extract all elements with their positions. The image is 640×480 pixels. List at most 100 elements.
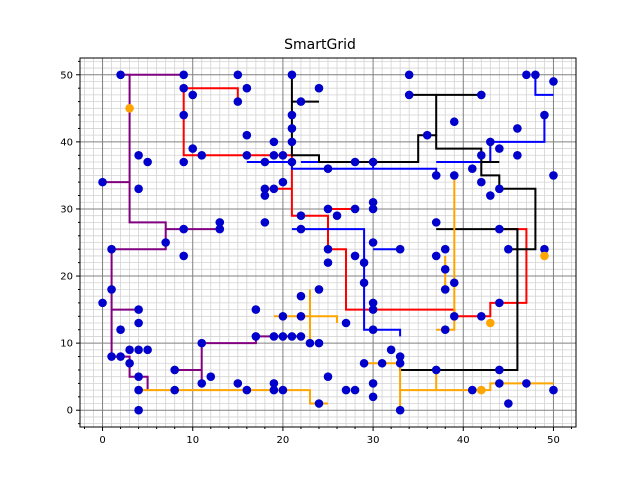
house-marker: [549, 171, 558, 180]
house-marker: [269, 332, 279, 341]
house-marker: [134, 150, 143, 160]
house-marker: [368, 157, 378, 167]
house-marker: [341, 318, 351, 328]
house-marker: [540, 110, 549, 120]
house-marker: [296, 224, 306, 234]
house-marker: [495, 224, 504, 234]
cable-series-4: [290, 93, 438, 163]
house-marker: [395, 405, 405, 415]
cable-series-5: [273, 315, 338, 323]
house-marker: [440, 285, 450, 294]
house-marker: [368, 298, 378, 308]
cable-series-4: [435, 135, 537, 251]
house-marker: [404, 70, 414, 80]
house-marker: [540, 244, 549, 254]
house-marker: [134, 184, 143, 194]
house-marker: [341, 385, 351, 395]
house-marker: [395, 358, 405, 368]
house-marker: [359, 358, 369, 368]
house-marker: [143, 345, 152, 355]
cable-series-3: [291, 228, 402, 337]
house-marker: [350, 204, 360, 214]
y-tick-label: 50: [60, 70, 73, 81]
house-marker: [260, 218, 270, 227]
x-tick-label: 0: [99, 435, 105, 446]
house-marker: [467, 385, 477, 395]
house-marker: [368, 325, 378, 335]
y-tick-label: 40: [60, 137, 73, 148]
house-marker: [170, 385, 179, 395]
house-marker: [98, 177, 107, 187]
house-marker: [486, 137, 495, 147]
house-marker: [170, 365, 179, 375]
house-marker: [242, 150, 252, 160]
battery-marker: [540, 251, 549, 261]
house-marker: [359, 258, 369, 267]
house-marker: [440, 244, 450, 254]
house-marker: [513, 150, 522, 160]
house-marker: [404, 90, 414, 100]
house-marker: [495, 144, 504, 153]
house-marker: [314, 285, 324, 294]
battery-marker: [477, 385, 486, 395]
x-tick-label: 20: [277, 435, 290, 446]
battery-marker: [486, 318, 495, 328]
house-marker: [179, 224, 189, 234]
house-marker: [477, 90, 486, 100]
house-marker: [269, 137, 279, 147]
house-marker: [477, 177, 486, 187]
house-marker: [368, 392, 378, 402]
house-marker: [368, 379, 378, 388]
house-marker: [323, 372, 333, 381]
house-marker: [233, 70, 243, 80]
house-marker: [431, 171, 441, 180]
house-marker: [197, 379, 207, 388]
axes-frame: [79, 57, 577, 428]
house-marker: [395, 352, 405, 361]
house-marker: [549, 385, 558, 395]
cable-series-2: [182, 88, 528, 318]
house-marker: [134, 405, 143, 415]
house-marker: [206, 372, 216, 381]
house-marker: [107, 285, 116, 294]
house-marker: [350, 251, 360, 261]
cable-series-5: [400, 382, 554, 392]
house-marker: [179, 83, 189, 93]
house-marker: [215, 224, 225, 234]
house-marker: [495, 365, 504, 375]
house-marker: [143, 157, 152, 167]
house-marker: [522, 70, 531, 80]
y-tick-label: 20: [60, 272, 73, 283]
house-marker: [269, 184, 279, 194]
cable-series-3: [534, 74, 554, 96]
house-marker: [368, 204, 378, 214]
house-marker: [296, 312, 306, 321]
house-marker: [449, 171, 459, 180]
house-marker: [305, 338, 315, 348]
house-marker: [242, 130, 252, 140]
cable-series-3: [246, 161, 438, 176]
house-marker: [188, 144, 198, 153]
x-tick-label: 40: [457, 435, 470, 446]
house-marker: [368, 305, 378, 314]
battery-marker: [125, 104, 134, 113]
house-marker: [287, 110, 297, 120]
house-marker: [188, 90, 198, 100]
house-marker: [287, 70, 297, 80]
x-tick-label: 30: [367, 435, 380, 446]
house-marker: [477, 150, 486, 160]
house-marker: [278, 332, 288, 341]
house-marker: [269, 385, 279, 395]
plot-area: 0 10 20 30 40 50 0 10 20 30 40 50: [60, 57, 577, 446]
x-tick-label: 10: [186, 435, 199, 446]
house-marker: [179, 157, 189, 167]
house-marker: [116, 70, 125, 80]
house-marker: [495, 184, 504, 194]
house-marker: [486, 191, 495, 200]
house-marker: [359, 278, 369, 288]
house-marker: [134, 318, 143, 328]
house-marker: [495, 298, 504, 308]
house-marker: [260, 157, 270, 167]
